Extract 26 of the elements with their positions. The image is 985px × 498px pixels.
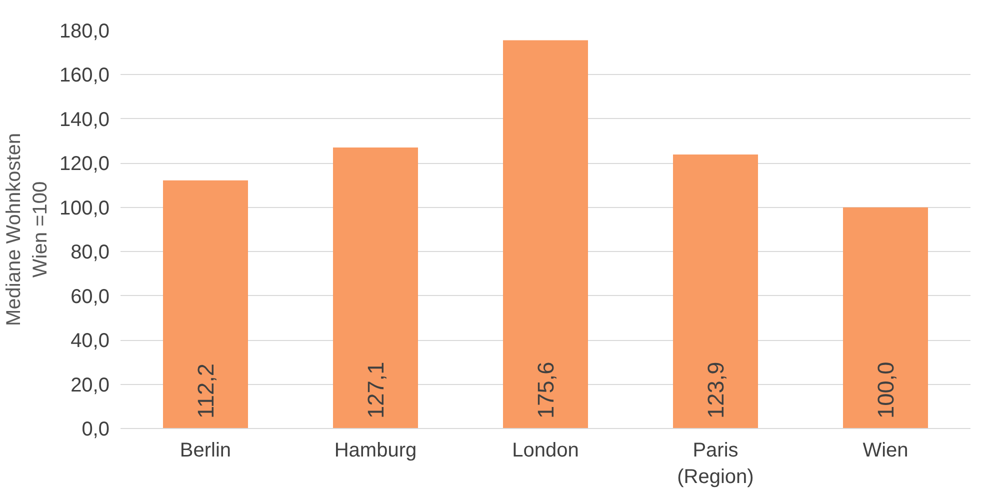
y-tick-label: 140,0 — [59, 108, 110, 131]
x-tick-label: Berlin — [180, 440, 232, 462]
y-tick-label: 120,0 — [59, 153, 110, 176]
bar — [163, 180, 248, 428]
x-tick-label: Wien — [862, 440, 908, 462]
data-label: 175,6 — [532, 362, 558, 418]
y-tick-label: 60,0 — [70, 286, 110, 308]
bar — [503, 40, 588, 428]
y-tick-label: 180,0 — [59, 20, 110, 42]
y-tick-label: 40,0 — [70, 330, 110, 352]
data-label: 127,1 — [362, 362, 388, 418]
bar — [333, 147, 418, 428]
y-tick-label: 80,0 — [70, 242, 110, 264]
x-tick-label: Paris (Region) — [677, 440, 754, 488]
x-tick-label: Hamburg — [334, 440, 417, 462]
bar — [673, 154, 758, 428]
y-tick-label: 100,0 — [59, 197, 110, 220]
x-tick-label: London — [512, 440, 579, 462]
y-tick-label: 20,0 — [70, 374, 110, 396]
y-axis-title: Mediane Wohnkosten Wien =100 — [3, 132, 52, 326]
data-label: 123,9 — [702, 362, 728, 418]
y-tick-label: 0,0 — [82, 418, 110, 440]
data-label: 112,2 — [192, 363, 218, 418]
y-tick-label: 160,0 — [59, 64, 110, 87]
data-label: 100,0 — [872, 362, 898, 418]
bar — [843, 207, 928, 428]
